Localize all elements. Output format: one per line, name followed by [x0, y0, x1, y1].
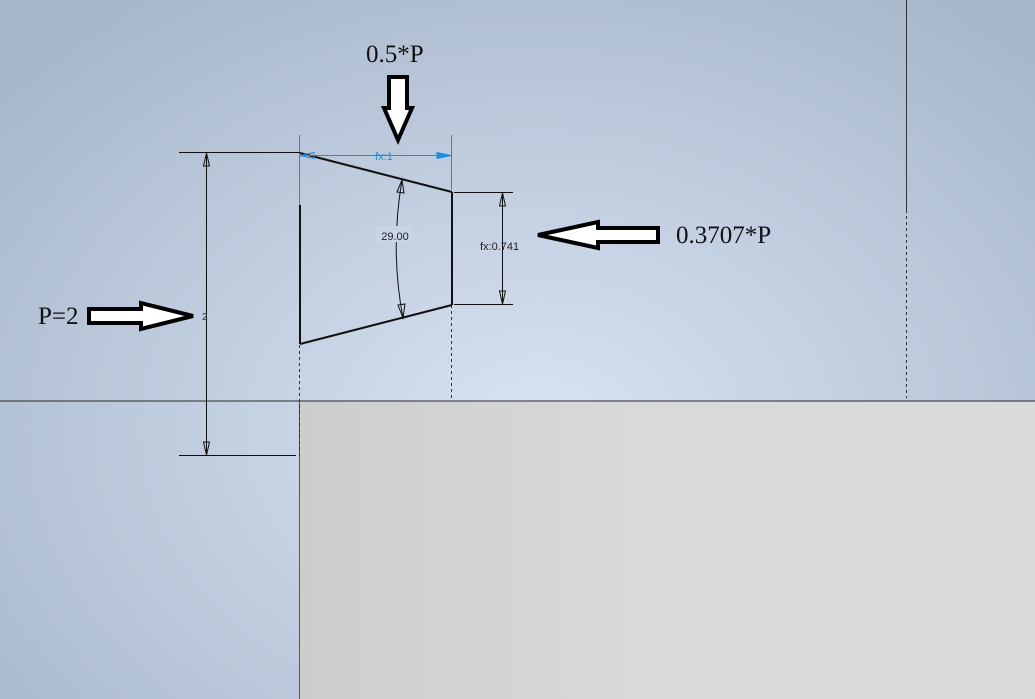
arrow-down-icon	[380, 75, 416, 145]
profile-bottom-edge[interactable]	[299, 304, 453, 345]
top-width-dimension-label[interactable]: fx:1	[375, 151, 393, 163]
top-width-dimension[interactable]	[299, 135, 452, 205]
angle-dimension-label[interactable]: 29.00	[381, 231, 409, 243]
trapezoid-profile[interactable]	[299, 152, 453, 345]
arrow-left-icon	[537, 219, 660, 251]
left-height-dimension[interactable]	[179, 152, 300, 456]
dimension-arrowhead-right	[436, 151, 452, 160]
dimension-arrowhead-top	[498, 192, 507, 207]
dimension-arrowhead-top	[396, 178, 405, 194]
right-height-dimension[interactable]	[454, 192, 513, 305]
dimension-arrowhead-left	[299, 151, 315, 160]
part-face[interactable]	[300, 401, 1035, 699]
dimension-arrowhead-bottom	[498, 290, 507, 305]
right-callout-text: 0.3707*P	[676, 222, 772, 249]
right-height-dimension-label[interactable]: fx:0.741	[480, 241, 519, 253]
arrow-right-icon	[87, 300, 194, 332]
left-height-dimension-label[interactable]: 2	[202, 312, 208, 323]
profile-top-edge[interactable]	[299, 152, 453, 193]
dimension-arrowhead-bottom	[397, 303, 406, 320]
dimension-arrowhead-bottom	[202, 441, 211, 456]
top-callout-text: 0.5*P	[366, 41, 424, 68]
angle-dimension[interactable]	[395, 178, 406, 320]
dimension-arrowhead-top	[202, 152, 211, 167]
angle-label-bg	[376, 226, 412, 242]
left-callout-text: P=2	[38, 303, 79, 330]
